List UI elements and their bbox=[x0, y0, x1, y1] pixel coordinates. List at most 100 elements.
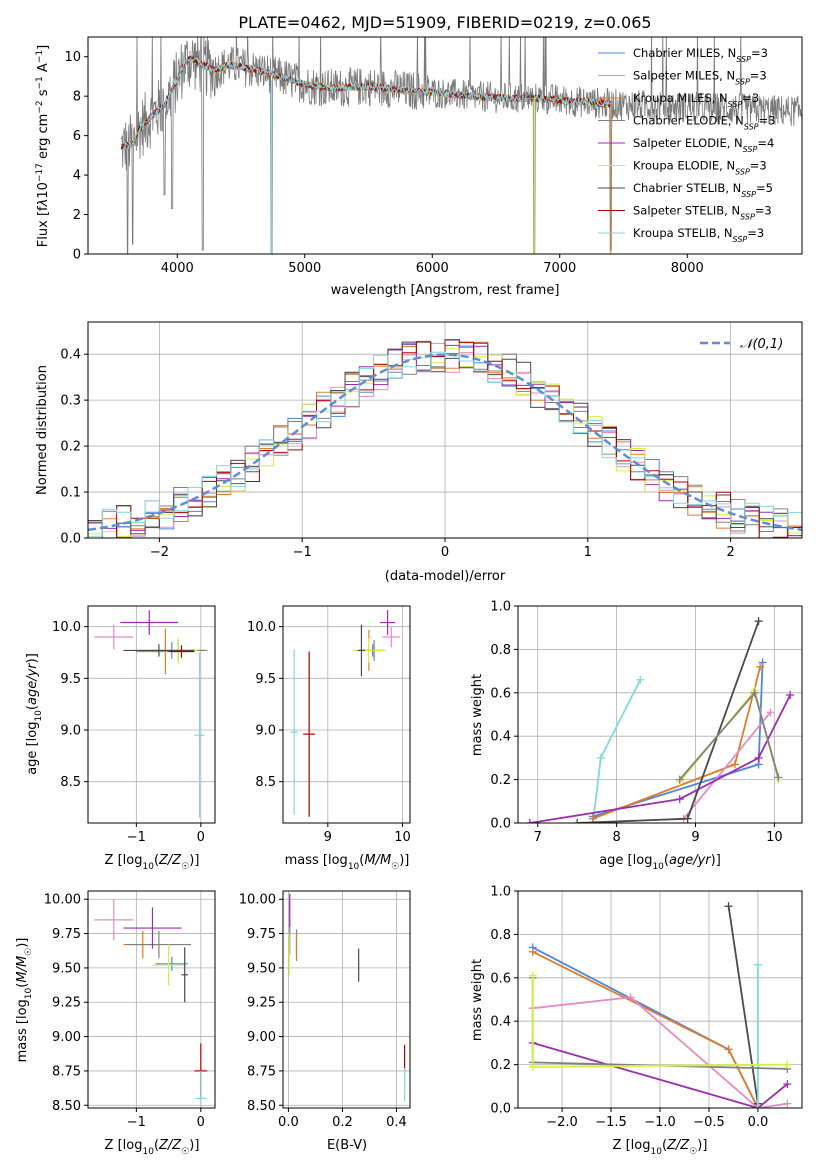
y-tick-label: 10.0 bbox=[247, 620, 276, 635]
legend-entry: Chabrier ELODIE, NSSP=3 bbox=[633, 114, 775, 132]
y-tick-label: 0.8 bbox=[490, 643, 511, 658]
age_vs_mass-axes: 9 10 8.5 9.0 9.5 10.0 bbox=[247, 606, 411, 845]
clip-agem-content bbox=[290, 610, 401, 817]
y-tick-label: 0.4 bbox=[60, 348, 81, 363]
x-tick-label: −2.0 bbox=[546, 1115, 578, 1130]
x-tick-label: 8000 bbox=[671, 261, 704, 276]
x-tick-label: 0 bbox=[197, 830, 205, 845]
y-tick-label: 6 bbox=[73, 129, 81, 144]
weight-line bbox=[529, 694, 792, 823]
x-tick-label: −1 bbox=[127, 1115, 146, 1130]
y-tick-label: 9.00 bbox=[52, 1030, 81, 1045]
histogram-kroupa-stelib bbox=[88, 351, 802, 538]
x-tick-label: 0 bbox=[197, 1115, 205, 1130]
spectrum-title: PLATE=0462, MJD=51909, FIBERID=0219, z=0… bbox=[238, 13, 651, 32]
clip-hist-content bbox=[88, 339, 802, 538]
mass_vs_Z-frame bbox=[87, 890, 216, 1109]
y-tick-label: 1.0 bbox=[490, 600, 511, 615]
age_vs_Z-frame bbox=[87, 605, 216, 824]
y-tick-label: 9.00 bbox=[247, 1030, 276, 1045]
weight-line bbox=[532, 950, 759, 1108]
y-tick-label: 0.6 bbox=[490, 686, 511, 701]
y-tick-label: 0.0 bbox=[60, 532, 81, 547]
y-tick-label: 8.75 bbox=[52, 1064, 81, 1079]
x-tick-label: −0.5 bbox=[693, 1115, 725, 1130]
x-tick-label: 0 bbox=[441, 545, 449, 560]
mass_vs_Z-axes: −1 0 8.50 8.75 9.00 9.25 9.50 9.75 10.00 bbox=[44, 891, 215, 1130]
weight-vs-Z-xlabel: Z [log10(Z/Z☉)] bbox=[613, 1138, 708, 1157]
clip-massz-content bbox=[94, 899, 208, 1108]
age_vs_mass-frame bbox=[282, 605, 411, 824]
legend-entry: Kroupa MILES, NSSP=3 bbox=[633, 91, 759, 109]
weight-vs-Z-ylabel: mass weight bbox=[470, 959, 485, 1041]
spectrum-ylabel: Flux [fλ10−17 erg cm−2 s−1 A−1] bbox=[35, 45, 51, 247]
mass_vs_ebv-frame bbox=[282, 890, 411, 1109]
weight-vs-age-ylabel: mass weight bbox=[470, 674, 485, 756]
y-tick-label: 10 bbox=[64, 50, 81, 65]
age-vs-Z-xlabel: Z [log10(Z/Z☉)] bbox=[105, 853, 200, 872]
residuals-frame bbox=[87, 321, 803, 539]
y-tick-label: 0.0 bbox=[490, 1102, 511, 1117]
y-tick-label: 0.4 bbox=[490, 1015, 511, 1030]
weight-line bbox=[592, 662, 764, 818]
residuals-xlabel: (data-model)/error bbox=[385, 569, 506, 584]
y-tick-label: 9.50 bbox=[247, 961, 276, 976]
x-tick-label: 8 bbox=[612, 830, 620, 845]
legend-entry: Salpeter ELODIE, NSSP=4 bbox=[633, 136, 774, 154]
y-tick-label: 0.2 bbox=[490, 1058, 511, 1073]
x-tick-label: 5000 bbox=[288, 261, 321, 276]
y-tick-label: 9.50 bbox=[52, 961, 81, 976]
legend-entry: Chabrier MILES, NSSP=3 bbox=[633, 46, 768, 64]
y-tick-label: 0 bbox=[73, 248, 81, 263]
mass-vs-Z-ylabel: mass [log10(M/M☉)] bbox=[15, 938, 34, 1063]
y-tick-label: 9.0 bbox=[255, 724, 276, 739]
spectrum-model-kroupa-stelib bbox=[120, 57, 611, 151]
y-tick-label: 0.8 bbox=[490, 928, 511, 943]
x-tick-label: 6000 bbox=[416, 261, 449, 276]
x-tick-label: −1.5 bbox=[595, 1115, 627, 1130]
y-tick-label: 0.3 bbox=[60, 394, 81, 409]
y-tick-label: 9.5 bbox=[60, 672, 81, 687]
spectrum-xlabel: wavelength [Angstrom, rest frame] bbox=[331, 283, 560, 298]
residuals-ylabel: Normed distribution bbox=[35, 365, 50, 495]
legend-entry: Chabrier STELIB, NSSP=5 bbox=[633, 181, 773, 199]
weight-line bbox=[532, 946, 759, 1108]
x-tick-label: −1 bbox=[127, 830, 146, 845]
histogram-chabrier-stelib bbox=[88, 341, 802, 538]
clip-wage-content bbox=[525, 617, 795, 823]
y-tick-label: 4 bbox=[73, 169, 81, 184]
x-tick-label: 9 bbox=[691, 830, 699, 845]
y-tick-label: 0.6 bbox=[490, 971, 511, 986]
y-tick-label: 0.1 bbox=[60, 486, 81, 501]
weight_vs_age-frame bbox=[517, 605, 803, 824]
y-tick-label: 8.5 bbox=[255, 775, 276, 790]
x-tick-label: 0.0 bbox=[278, 1115, 299, 1130]
y-tick-label: 0.2 bbox=[60, 440, 81, 455]
legend-gauss-label: 𝒩(0,1) bbox=[740, 337, 783, 352]
age_vs_Z-axes: −1 0 8.5 9.0 9.5 10.0 bbox=[52, 606, 215, 845]
x-tick-label: 2 bbox=[726, 545, 734, 560]
y-tick-label: 9.25 bbox=[247, 996, 276, 1011]
y-tick-label: 8.50 bbox=[52, 1099, 81, 1114]
y-tick-label: 8.50 bbox=[247, 1099, 276, 1114]
x-tick-label: 0.2 bbox=[332, 1115, 353, 1130]
y-tick-label: 10.0 bbox=[52, 620, 81, 635]
weight-line bbox=[683, 711, 772, 820]
mass-vs-ebv-xlabel: E(B-V) bbox=[327, 1138, 367, 1153]
y-tick-label: 9.75 bbox=[247, 927, 276, 942]
y-tick-label: 9.5 bbox=[255, 672, 276, 687]
weight-vs-age-xlabel: age [log10(age/yr)] bbox=[599, 853, 721, 872]
x-tick-label: 4000 bbox=[161, 261, 194, 276]
weight_vs_Z-frame bbox=[517, 890, 803, 1109]
spectrum-frame bbox=[87, 36, 803, 255]
x-tick-label: −1.0 bbox=[644, 1115, 676, 1130]
x-tick-label: 0.0 bbox=[748, 1115, 769, 1130]
y-tick-label: 2 bbox=[73, 208, 81, 223]
y-tick-label: 1.0 bbox=[490, 885, 511, 900]
y-tick-label: 0.0 bbox=[490, 817, 511, 832]
x-tick-label: 7 bbox=[534, 830, 542, 845]
spectrum-legend: Chabrier MILES, NSSP=3 Salpeter MILES, NS… bbox=[598, 46, 775, 244]
y-tick-label: 0.2 bbox=[490, 773, 511, 788]
x-tick-label: 10 bbox=[394, 830, 411, 845]
